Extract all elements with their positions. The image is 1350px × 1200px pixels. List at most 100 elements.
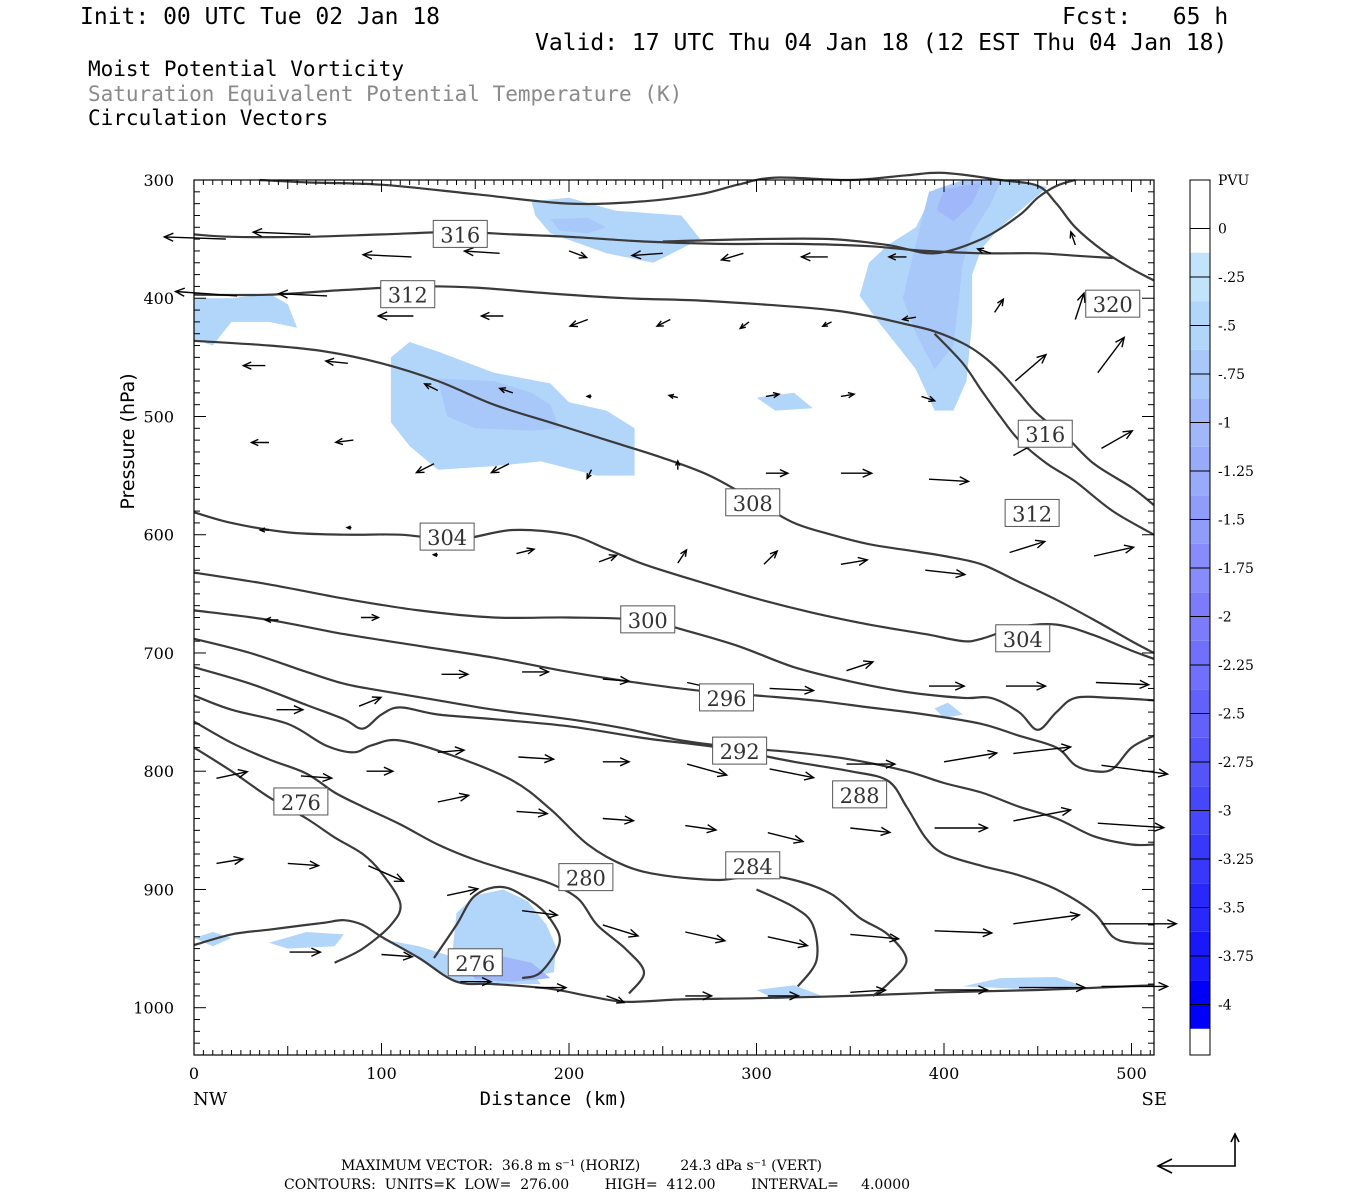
circulation-vector (901, 315, 917, 322)
contour-label-box (1004, 498, 1060, 527)
vector-head (954, 681, 966, 691)
circulation-vector (677, 548, 688, 564)
colorbar-tick-label: -3 (1218, 804, 1232, 820)
vector-head (263, 616, 272, 624)
contour-label: 312 (380, 280, 436, 309)
vector-shaft (769, 687, 814, 692)
vector-head (1075, 982, 1087, 993)
circulation-vector (249, 438, 269, 447)
contour-label: 316 (1017, 419, 1073, 448)
vector-head (799, 252, 811, 262)
vector-head (293, 705, 305, 715)
vector-shaft (1101, 430, 1133, 450)
circulation-vector (1101, 429, 1134, 450)
x-tick-label: 300 (741, 1064, 772, 1083)
x-tick-label: 500 (1116, 1064, 1147, 1083)
circulation-vector (602, 675, 631, 686)
circulation-vector (437, 746, 466, 756)
vector-head (885, 759, 897, 769)
valid-time: Valid: 17 UTC Thu 04 Jan 18 (12 EST Thu … (535, 30, 1228, 56)
contour-label-text: 316 (1025, 423, 1065, 447)
circulation-vector (1093, 544, 1136, 557)
vector-shaft (921, 395, 935, 402)
vector-head (880, 826, 892, 837)
circulation-vector (216, 855, 245, 866)
vector-head (345, 525, 351, 530)
circulation-vector (1014, 353, 1048, 382)
circulation-vector (1101, 764, 1170, 778)
pv-shading-region (531, 197, 701, 263)
colorbar-tick-label: -1 (1218, 416, 1232, 432)
circulation-vector (276, 705, 305, 715)
reference-vector-up-head (1230, 1132, 1240, 1143)
circulation-vector (925, 568, 967, 579)
vector-shaft (381, 953, 413, 958)
vector-shaft (1093, 546, 1134, 557)
circulation-vector (1101, 919, 1179, 929)
vector-shaft (943, 752, 997, 763)
contour-label-box (558, 863, 614, 892)
vector-shaft (765, 393, 780, 398)
circulation-vector (934, 985, 990, 995)
circulation-vector (263, 616, 279, 624)
contour-label-box (447, 948, 503, 977)
colorbar-tick-label: 0 (1218, 222, 1227, 238)
circulation-vector (497, 387, 514, 394)
colorbar: 0 -.25 -.5 -.75 -1 -1.25 -1.5 -1.75 -2 -2.25 -2.5 -… (1189, 173, 1254, 1056)
circulation-vector (489, 463, 510, 474)
circulation-vector (767, 936, 810, 949)
circulation-vector (518, 753, 556, 764)
circulation-vector (1097, 336, 1126, 374)
circulation-vector (719, 252, 744, 262)
vector-head (667, 393, 675, 400)
circulation-vector (630, 250, 663, 260)
pv-shading-region (756, 392, 813, 411)
circulation-vector (522, 667, 551, 677)
circulation-vector (1005, 681, 1048, 691)
circulation-vector (1019, 982, 1087, 993)
circulation-vector (431, 552, 438, 558)
theta-e-contour-288 (193, 666, 1155, 945)
circulation-vector (516, 547, 536, 555)
circulation-vector (606, 995, 626, 1004)
y-tick-label: 300 (143, 171, 174, 190)
y-tick-label: 400 (143, 289, 174, 308)
vector-head (1122, 429, 1134, 440)
vector-head (276, 289, 289, 299)
vector-head (578, 251, 589, 259)
theta-e-contour-276 (193, 919, 1155, 1003)
circulation-vector (568, 318, 589, 328)
colorbar-tick-label: -2.25 (1218, 658, 1254, 674)
theta-e-contour-300 (193, 571, 1155, 731)
vector-shaft (850, 933, 899, 940)
circulation-vector (602, 924, 640, 938)
vector-shaft (686, 763, 727, 776)
vector-head (544, 753, 556, 764)
vector-shaft (767, 832, 804, 843)
vector-head (804, 685, 816, 695)
vector-head (987, 749, 999, 759)
vector-shaft (677, 549, 688, 564)
contour-label-text: 300 (628, 609, 668, 633)
vector-head (393, 873, 406, 882)
circulation-vector (535, 982, 568, 993)
colorbar-tick-label: -4 (1218, 998, 1232, 1014)
vector-head (458, 792, 471, 802)
vector-head (233, 855, 245, 866)
vector-shaft (335, 439, 354, 443)
init-time: Init: 00 UTC Tue 02 Jan 18 (80, 4, 441, 30)
reference-vector (1156, 1132, 1240, 1174)
circulation-vector (943, 749, 999, 763)
colorbar-tick-label: -1.25 (1218, 464, 1254, 480)
circulation-vector (173, 287, 238, 297)
theta-e-contour-layer (193, 171, 1155, 1003)
theta-e-contour-316 (193, 230, 1113, 260)
contour-label: 320 (1085, 289, 1141, 318)
circulation-vector (765, 391, 781, 399)
circulation-vector (568, 250, 589, 259)
colorbar-tick-label: -2 (1218, 610, 1232, 626)
vector-shaft (846, 661, 874, 672)
circulation-vector (840, 556, 869, 566)
circulation-vector (598, 554, 619, 563)
colorbar-tick-label: -2.5 (1218, 707, 1245, 723)
